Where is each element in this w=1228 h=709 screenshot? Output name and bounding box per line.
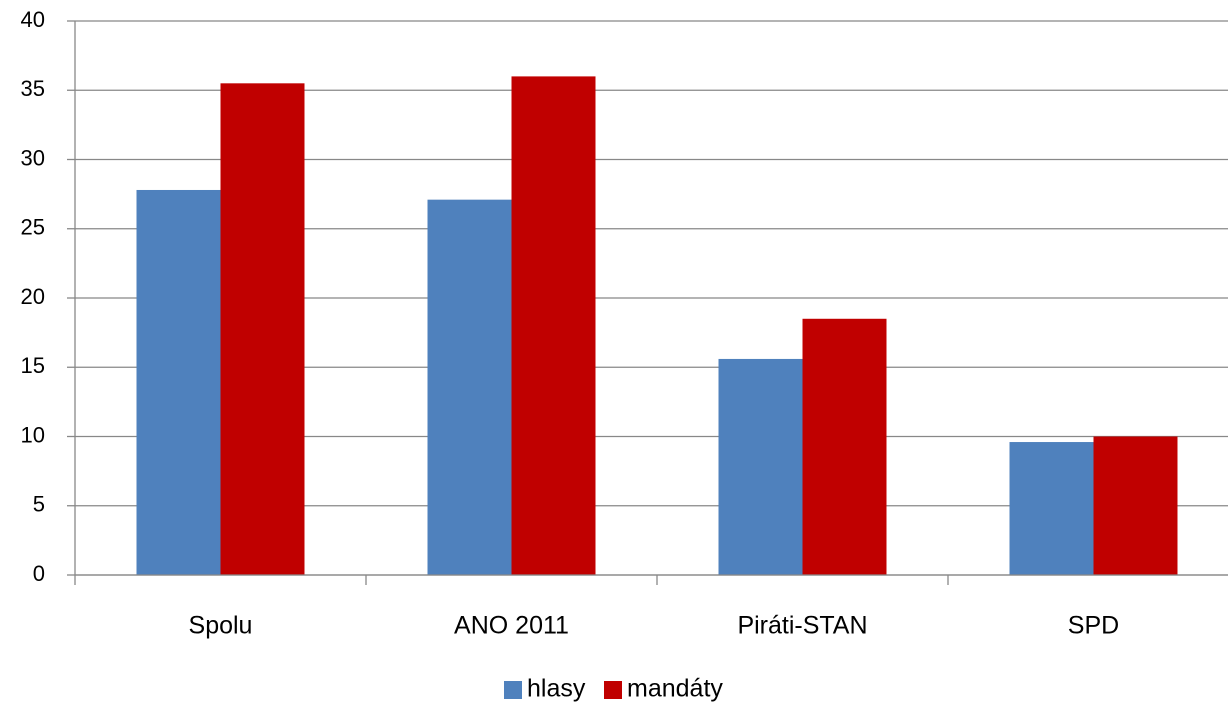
y-tick-label: 30 [21, 145, 45, 170]
y-tick-label: 0 [33, 561, 45, 586]
bar [1093, 436, 1178, 575]
bar [511, 76, 596, 576]
legend-swatch [504, 681, 522, 699]
legend-swatch [604, 681, 622, 699]
y-tick-label: 40 [21, 7, 45, 32]
bar [802, 318, 887, 575]
bar [718, 358, 803, 575]
bar [136, 189, 221, 575]
y-tick-label: 15 [21, 353, 45, 378]
x-tick-label: Spolu [189, 612, 253, 640]
bar [427, 199, 512, 576]
bar [220, 83, 305, 575]
y-tick-label: 20 [21, 284, 45, 309]
y-tick-label: 35 [21, 76, 45, 101]
y-tick-label: 5 [33, 492, 45, 517]
x-tick-label: SPD [1068, 612, 1119, 640]
y-tick-label: 10 [21, 422, 45, 447]
y-tick-label: 25 [21, 215, 45, 240]
legend-label: hlasy [527, 675, 586, 703]
legend-label: mandáty [627, 675, 723, 703]
x-tick-label: Piráti-STAN [737, 612, 867, 640]
bar [1009, 442, 1094, 575]
x-tick-label: ANO 2011 [454, 612, 569, 640]
